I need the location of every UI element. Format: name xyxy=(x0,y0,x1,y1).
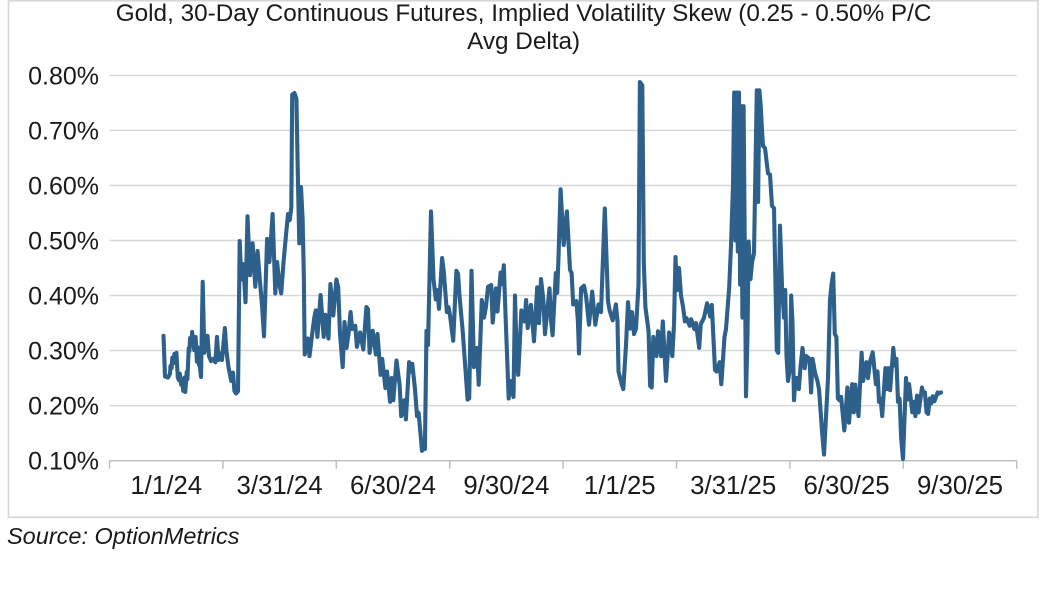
svg-text:3/31/25: 3/31/25 xyxy=(690,472,776,500)
svg-text:Gold, 30-Day Continuous Future: Gold, 30-Day Continuous Futures, Implied… xyxy=(116,0,932,27)
svg-text:0.40%: 0.40% xyxy=(28,283,99,311)
svg-text:0.30%: 0.30% xyxy=(28,338,99,366)
svg-text:6/30/25: 6/30/25 xyxy=(804,472,890,500)
svg-text:0.70%: 0.70% xyxy=(28,117,99,145)
svg-text:0.80%: 0.80% xyxy=(28,62,99,90)
svg-text:1/1/24: 1/1/24 xyxy=(130,472,202,500)
svg-text:9/30/24: 9/30/24 xyxy=(463,472,549,500)
svg-text:0.10%: 0.10% xyxy=(28,448,99,476)
svg-text:9/30/25: 9/30/25 xyxy=(917,472,1003,500)
svg-text:Avg Delta): Avg Delta) xyxy=(467,28,580,55)
svg-text:3/31/24: 3/31/24 xyxy=(237,472,323,500)
svg-text:1/1/25: 1/1/25 xyxy=(584,472,656,500)
svg-text:0.20%: 0.20% xyxy=(28,393,99,421)
svg-text:0.60%: 0.60% xyxy=(28,173,99,201)
svg-text:0.50%: 0.50% xyxy=(28,228,99,256)
svg-text:Source: OptionMetrics: Source: OptionMetrics xyxy=(7,523,240,549)
svg-text:6/30/24: 6/30/24 xyxy=(350,472,436,500)
